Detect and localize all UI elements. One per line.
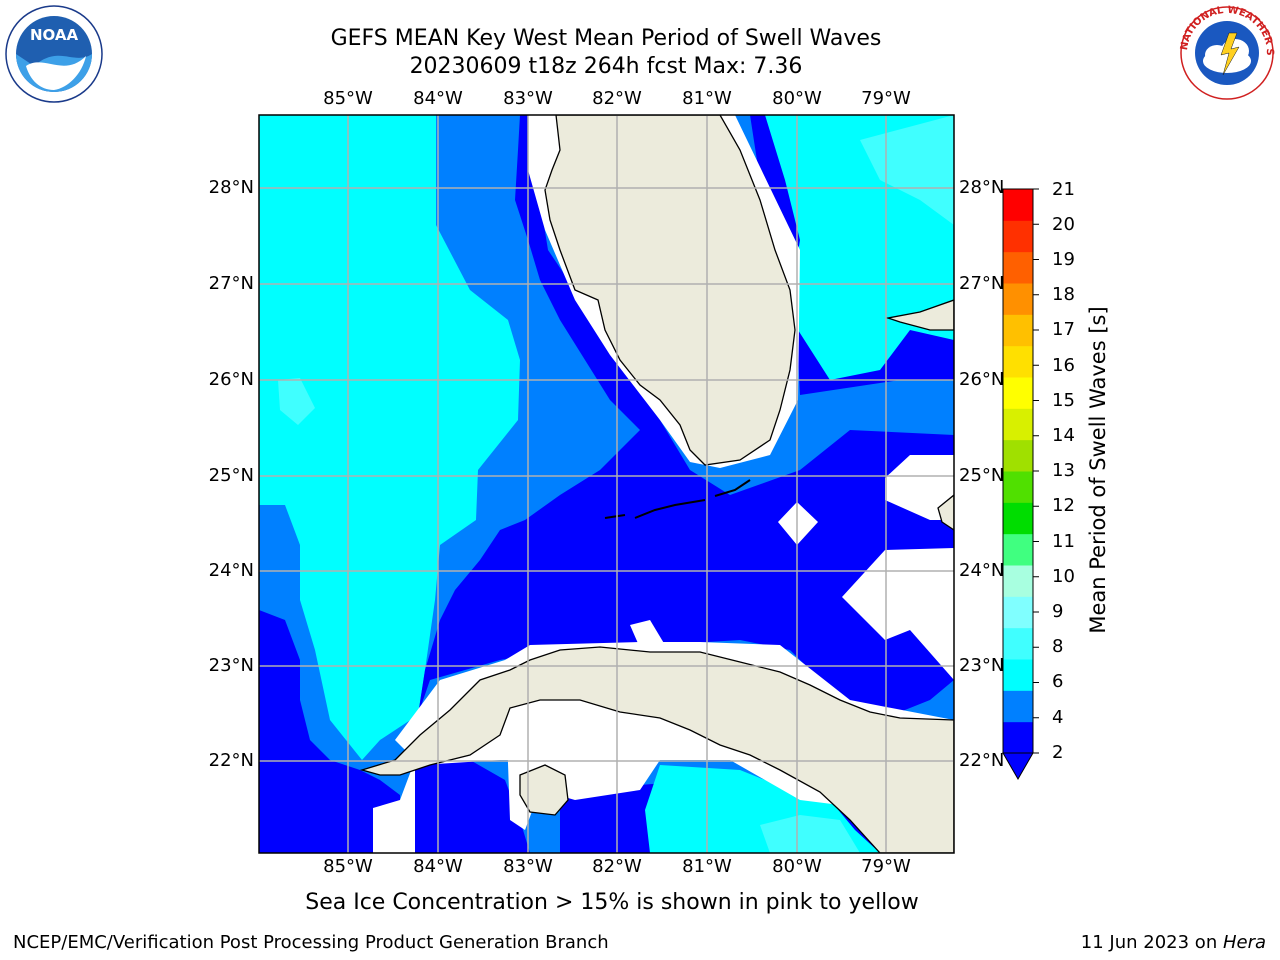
lon-label-top: 85°W bbox=[323, 88, 373, 109]
lat-label-left: 27°N bbox=[208, 273, 254, 294]
colorbar-tick-label: 6 bbox=[1052, 671, 1064, 692]
lon-label-top: 83°W bbox=[503, 88, 553, 109]
masked-area-east-2 bbox=[778, 502, 818, 545]
colorbar-segment bbox=[1003, 408, 1033, 441]
masked-area-east-1 bbox=[885, 455, 954, 520]
footer-date-text: 11 Jun 2023 on bbox=[1080, 932, 1223, 953]
lat-label-right: 25°N bbox=[959, 465, 1005, 486]
colorbar-tick-label: 17 bbox=[1052, 319, 1075, 340]
lon-label-top: 81°W bbox=[682, 88, 732, 109]
lat-label-right: 22°N bbox=[959, 750, 1005, 771]
lat-label-left: 24°N bbox=[208, 560, 254, 581]
colorbar-tick-label: 2 bbox=[1052, 742, 1064, 763]
colorbar-tick-label: 19 bbox=[1052, 249, 1075, 270]
masked-area-gulf-inlet bbox=[630, 620, 665, 648]
colorbar-tick-label: 8 bbox=[1052, 636, 1064, 657]
lat-label-right: 24°N bbox=[959, 560, 1005, 581]
lon-label-bottom: 80°W bbox=[772, 856, 822, 877]
colorbar-segment bbox=[1003, 283, 1033, 315]
colorbar-segment bbox=[1003, 314, 1033, 347]
colorbar-segment bbox=[1003, 189, 1033, 221]
lon-label-top: 79°W bbox=[861, 88, 911, 109]
noaa-logo: NOAA bbox=[4, 4, 104, 108]
chart-subtitle: 20230609 t18z 264h fcst Max: 7.36 bbox=[409, 54, 803, 79]
colorbar-segment bbox=[1003, 721, 1033, 754]
colorbar-segment bbox=[1003, 220, 1033, 253]
swell-field-6-8s-east bbox=[860, 115, 954, 225]
colorbar-tick-label: 14 bbox=[1052, 425, 1075, 446]
grid bbox=[259, 115, 954, 853]
footer-host: Hera bbox=[1222, 932, 1266, 953]
colorbar-tick-label: 10 bbox=[1052, 566, 1075, 587]
florida-keys bbox=[604, 479, 751, 519]
cuba-landmass bbox=[359, 646, 954, 853]
colorbar-segment bbox=[1003, 251, 1033, 284]
nws-logo: NATIONAL WEATHER SERVICE bbox=[1173, 0, 1277, 107]
colorbar-tick-label: 20 bbox=[1052, 214, 1075, 235]
lon-label-top: 80°W bbox=[772, 88, 822, 109]
lon-label-top: 82°W bbox=[592, 88, 642, 109]
colorbar bbox=[1002, 188, 1039, 781]
sea-ice-note: Sea Ice Concentration > 15% is shown in … bbox=[305, 890, 919, 915]
bahamas-island-east bbox=[937, 494, 954, 531]
lat-label-left: 22°N bbox=[208, 750, 254, 771]
colorbar-tick-label: 12 bbox=[1052, 495, 1075, 516]
svg-text:NOAA: NOAA bbox=[30, 26, 79, 44]
colorbar-title: Mean Period of Swell Waves [s] bbox=[1086, 306, 1110, 634]
colorbar-segment bbox=[1003, 502, 1033, 535]
map-frame bbox=[258, 114, 955, 854]
colorbar-tick-label: 16 bbox=[1052, 355, 1075, 376]
colorbar-segment bbox=[1003, 471, 1033, 503]
lat-label-right: 26°N bbox=[959, 369, 1005, 390]
lon-label-top: 84°W bbox=[413, 88, 463, 109]
colorbar-segment bbox=[1003, 596, 1033, 629]
colorbar-segment bbox=[1003, 659, 1033, 691]
colorbar-segment bbox=[1003, 345, 1033, 378]
swell-field-6-8s bbox=[278, 378, 315, 425]
lon-label-bottom: 85°W bbox=[323, 856, 373, 877]
lat-label-right: 23°N bbox=[959, 655, 1005, 676]
lat-label-left: 26°N bbox=[208, 369, 254, 390]
colorbar-tick-label: 18 bbox=[1052, 284, 1075, 305]
colorbar-tick-label: 9 bbox=[1052, 601, 1064, 622]
lon-label-bottom: 84°W bbox=[413, 856, 463, 877]
lat-label-right: 27°N bbox=[959, 273, 1005, 294]
swell-field-4-6s-west bbox=[259, 115, 520, 760]
colorbar-tick-label: 13 bbox=[1052, 460, 1075, 481]
colorbar-segment bbox=[1003, 533, 1033, 566]
masked-area-east-3 bbox=[842, 548, 954, 680]
lat-label-left: 28°N bbox=[208, 177, 254, 198]
isle-of-youth bbox=[519, 764, 569, 816]
colorbar-segment bbox=[1003, 690, 1033, 723]
colorbar-tick-label: 4 bbox=[1052, 707, 1064, 728]
lat-label-left: 25°N bbox=[208, 465, 254, 486]
colorbar-segment bbox=[1003, 377, 1033, 409]
swell-field-under-2s-central bbox=[418, 115, 954, 720]
lat-label-right: 28°N bbox=[959, 177, 1005, 198]
lon-label-bottom: 79°W bbox=[861, 856, 911, 877]
swell-field-under-2s-south bbox=[415, 760, 530, 853]
lon-label-bottom: 81°W bbox=[682, 856, 732, 877]
florida-landmass bbox=[544, 115, 796, 466]
lon-label-bottom: 82°W bbox=[592, 856, 642, 877]
lat-label-left: 23°N bbox=[208, 655, 254, 676]
bahamas-andros bbox=[885, 299, 954, 331]
masked-area-south-1 bbox=[373, 760, 415, 853]
colorbar-tick-label: 15 bbox=[1052, 390, 1075, 411]
lon-label-bottom: 83°W bbox=[503, 856, 553, 877]
footer-credit: NCEP/EMC/Verification Post Processing Pr… bbox=[13, 932, 609, 953]
footer-date: 11 Jun 2023 on Hera bbox=[1081, 932, 1266, 953]
chart-title: GEFS MEAN Key West Mean Period of Swell … bbox=[330, 26, 882, 51]
colorbar-tick-label: 21 bbox=[1052, 179, 1075, 200]
colorbar-segment bbox=[1003, 439, 1033, 472]
colorbar-segment bbox=[1003, 627, 1033, 660]
swell-field-6-8s-caribbean bbox=[760, 815, 860, 853]
colorbar-segment bbox=[1003, 565, 1033, 597]
colorbar-tick-label: 11 bbox=[1052, 531, 1075, 552]
swell-field-under-2s-southwest bbox=[259, 610, 400, 853]
